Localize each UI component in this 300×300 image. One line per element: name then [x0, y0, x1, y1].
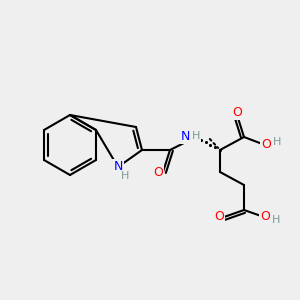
Text: H: H	[192, 131, 200, 141]
Text: N: N	[180, 130, 190, 142]
Text: O: O	[232, 106, 242, 118]
Text: H: H	[273, 137, 281, 147]
Text: N: N	[113, 160, 123, 173]
Text: O: O	[261, 139, 271, 152]
Text: O: O	[153, 167, 163, 179]
Text: H: H	[121, 171, 129, 181]
Text: H: H	[272, 215, 280, 225]
Text: O: O	[260, 209, 270, 223]
Text: O: O	[214, 211, 224, 224]
